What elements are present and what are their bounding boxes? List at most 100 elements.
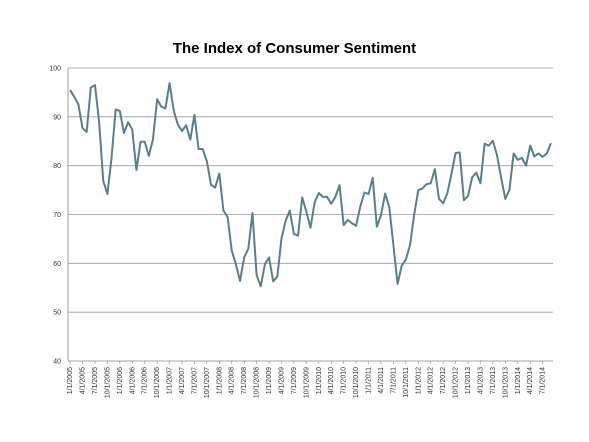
data-point [276, 276, 278, 278]
x-tick-label: 10/1/2005 [104, 367, 111, 398]
x-tick-label: 7/1/2011 [390, 367, 397, 394]
data-point [517, 159, 519, 161]
data-point [127, 121, 129, 123]
series-group [69, 82, 552, 288]
data-point [280, 237, 282, 239]
data-point [380, 214, 382, 216]
data-point [181, 130, 183, 132]
data-point [86, 131, 88, 133]
data-point [214, 187, 216, 189]
data-point [256, 274, 258, 276]
data-point [359, 206, 361, 208]
data-point [235, 263, 237, 265]
data-point [247, 248, 249, 250]
data-point [504, 198, 506, 200]
x-tick-label: 1/1/2006 [117, 367, 124, 394]
data-point [297, 234, 299, 236]
data-point [314, 201, 316, 203]
data-point [264, 263, 266, 265]
data-point [198, 148, 200, 150]
data-point [450, 173, 452, 175]
x-tick-label: 1/1/2014 [515, 367, 522, 394]
data-point [123, 132, 125, 134]
data-point [508, 189, 510, 191]
x-tick-label: 4/1/2013 [477, 367, 484, 394]
data-point [301, 196, 303, 198]
data-point [363, 192, 365, 194]
data-point [430, 182, 432, 184]
data-point [339, 184, 341, 186]
data-point [392, 244, 394, 246]
x-tick-label: 10/1/2007 [204, 367, 211, 398]
data-point [119, 110, 121, 112]
x-tick-label: 10/1/2008 [254, 367, 261, 398]
data-point [500, 177, 502, 179]
y-tick-label: 60 [53, 261, 61, 268]
data-point [438, 198, 440, 200]
x-tick-label: 7/1/2012 [440, 367, 447, 394]
data-point [525, 165, 527, 167]
data-point [326, 196, 328, 198]
data-point [260, 285, 262, 287]
x-tick-label: 4/1/2005 [80, 367, 87, 394]
data-point [397, 283, 399, 285]
x-tick-label: 7/1/2010 [341, 367, 348, 394]
x-tick-label: 1/1/2007 [167, 367, 174, 394]
data-point [285, 220, 287, 222]
data-point [140, 141, 142, 143]
data-point [206, 160, 208, 162]
chart-title: The Index of Consumer Sentiment [172, 40, 417, 57]
x-tick-label: 4/1/2014 [527, 367, 534, 394]
data-point [102, 180, 104, 182]
data-point [372, 177, 374, 179]
data-point [185, 124, 187, 126]
data-point [355, 225, 357, 227]
data-point [268, 256, 270, 258]
data-point [513, 152, 515, 154]
x-tick-label: 1/1/2012 [415, 367, 422, 394]
data-point [106, 193, 108, 195]
data-point [318, 192, 320, 194]
data-point [135, 169, 137, 171]
x-tick-label: 4/1/2007 [179, 367, 186, 394]
x-tick-label: 10/1/2010 [353, 367, 360, 398]
data-point [305, 211, 307, 213]
y-tick-label: 100 [49, 66, 61, 73]
data-point [94, 84, 96, 86]
data-point [156, 98, 158, 100]
data-point [251, 212, 253, 214]
data-point [376, 226, 378, 228]
data-point [98, 120, 100, 122]
data-point [90, 87, 92, 89]
data-point [496, 154, 498, 156]
data-point [169, 82, 171, 84]
data-point [351, 222, 353, 224]
data-point [533, 155, 535, 157]
x-tick-label: 7/1/2014 [540, 367, 547, 394]
x-tick-label: 7/1/2013 [490, 367, 497, 394]
x-axis-ticks: 1/1/2005 4/1/2005 7/1/2005 10/1/2005 1/1/200… [67, 361, 547, 398]
data-point [492, 140, 494, 142]
data-point [82, 127, 84, 129]
data-point [434, 168, 436, 170]
x-tick-label: 1/1/2011 [366, 367, 373, 394]
x-tick-label: 1/1/2009 [266, 367, 273, 394]
data-point [111, 157, 113, 159]
data-point [521, 157, 523, 159]
data-point [193, 114, 195, 116]
y-axis-ticks: 40 50 60 70 80 90 100 [49, 66, 61, 366]
x-tick-label: 7/1/2009 [291, 367, 298, 394]
data-point [475, 172, 477, 174]
data-point [330, 203, 332, 205]
data-point [467, 195, 469, 197]
data-point [131, 129, 133, 131]
x-tick-label: 10/1/2012 [453, 367, 460, 398]
x-tick-label: 10/1/2013 [502, 367, 509, 398]
x-tick-label: 4/1/2008 [229, 367, 236, 394]
data-point [289, 210, 291, 212]
data-point [546, 152, 548, 154]
x-tick-label: 7/1/2008 [241, 367, 248, 394]
x-tick-label: 10/1/2006 [154, 367, 161, 398]
x-tick-label: 4/1/2012 [428, 367, 435, 394]
data-point [164, 108, 166, 110]
